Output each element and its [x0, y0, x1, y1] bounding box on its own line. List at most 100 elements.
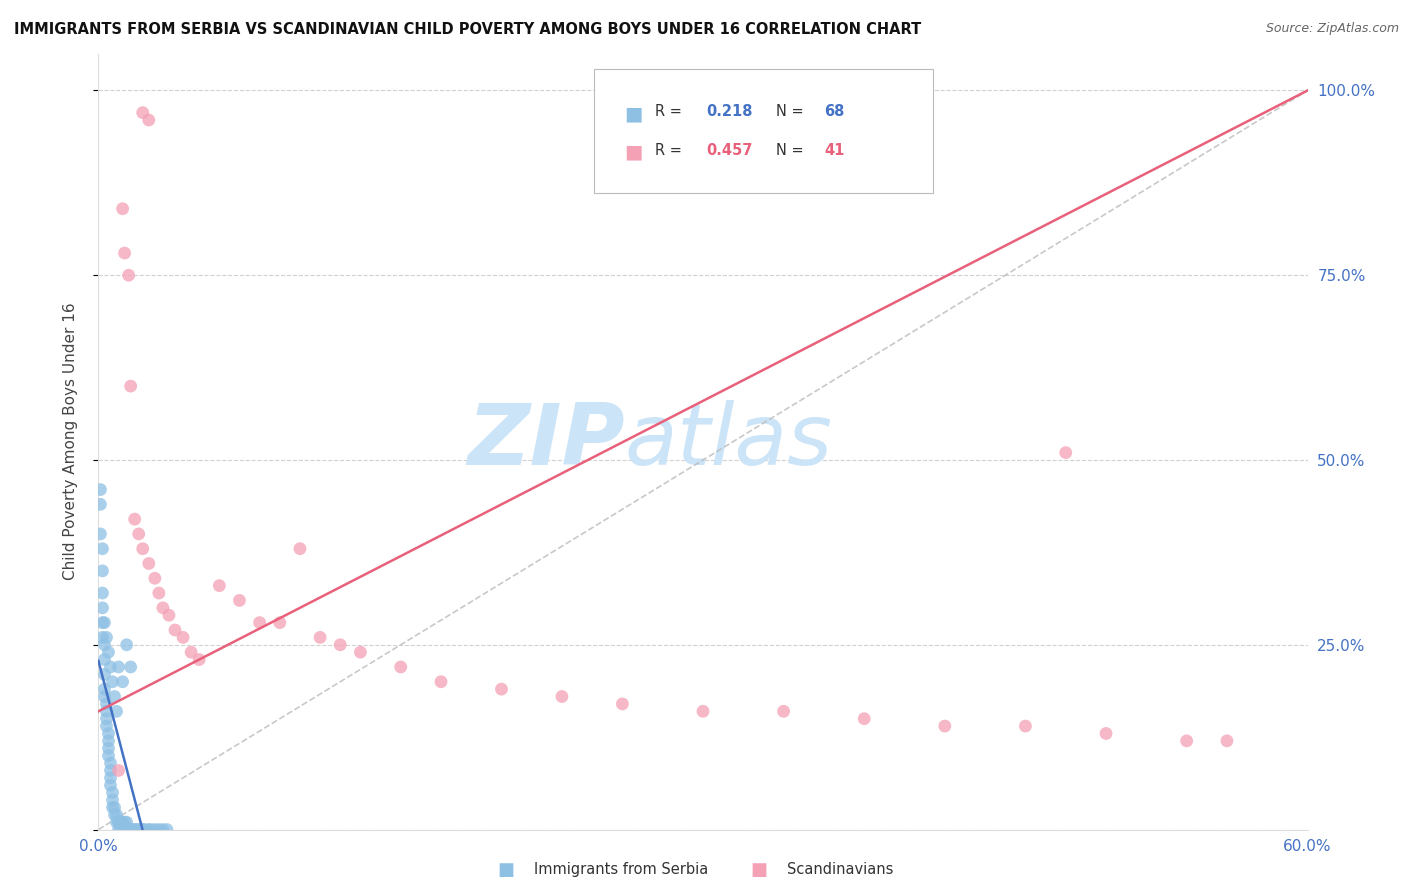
Point	[100, 660, 122, 674]
Point	[93, 682, 115, 697]
FancyBboxPatch shape	[595, 69, 932, 194]
Text: Scandinavians: Scandinavians	[787, 863, 894, 877]
Point	[132, 105, 155, 120]
Point	[100, 764, 122, 778]
Point	[96, 719, 118, 733]
Point	[118, 268, 141, 283]
Point	[139, 822, 162, 837]
Point	[288, 541, 311, 556]
Point	[91, 586, 114, 600]
Text: Source: ZipAtlas.com: Source: ZipAtlas.com	[1265, 22, 1399, 36]
Point	[121, 822, 143, 837]
Point	[96, 697, 118, 711]
Point	[124, 512, 146, 526]
Point	[91, 541, 114, 556]
Point	[114, 815, 136, 830]
Point	[111, 815, 134, 830]
Point	[309, 631, 332, 645]
Point	[612, 697, 634, 711]
Point	[100, 771, 122, 785]
Point	[125, 822, 148, 837]
Point	[156, 822, 179, 837]
Point	[93, 652, 115, 666]
Point	[138, 822, 160, 837]
Point	[120, 822, 142, 837]
Point	[143, 822, 166, 837]
Point	[96, 712, 118, 726]
Point	[172, 631, 194, 645]
Point	[110, 822, 132, 837]
Point	[188, 652, 211, 666]
Point	[97, 726, 120, 740]
Point	[89, 497, 111, 511]
Point	[91, 615, 114, 630]
Point	[430, 674, 453, 689]
Point	[97, 734, 120, 748]
Point	[138, 557, 160, 571]
Text: N =: N =	[776, 104, 808, 119]
Text: atlas: atlas	[624, 400, 832, 483]
Point	[1216, 734, 1239, 748]
Point	[152, 822, 174, 837]
Point	[96, 704, 118, 718]
Point	[97, 741, 120, 756]
Point	[103, 690, 125, 704]
Point	[132, 541, 155, 556]
Point	[107, 822, 129, 837]
Text: ■: ■	[498, 861, 515, 879]
Point	[97, 645, 120, 659]
Point	[163, 623, 186, 637]
Point	[249, 615, 271, 630]
Point	[180, 645, 202, 659]
Text: 0.218: 0.218	[707, 104, 754, 119]
Point	[120, 379, 142, 393]
Text: ■: ■	[751, 861, 768, 879]
Point	[853, 712, 876, 726]
Point	[269, 615, 291, 630]
Point	[692, 704, 714, 718]
Point	[138, 113, 160, 128]
Point	[772, 704, 794, 718]
Point	[128, 527, 150, 541]
Text: 0.457: 0.457	[707, 143, 754, 158]
Point	[110, 815, 132, 830]
Point	[103, 800, 125, 814]
Point	[111, 674, 134, 689]
Point	[389, 660, 412, 674]
Point	[105, 815, 128, 830]
Point	[120, 660, 142, 674]
Point	[118, 822, 141, 837]
Point	[132, 822, 155, 837]
Text: Immigrants from Serbia: Immigrants from Serbia	[534, 863, 709, 877]
Point	[93, 638, 115, 652]
Point	[1175, 734, 1198, 748]
Point	[89, 483, 111, 497]
Point	[107, 815, 129, 830]
Point	[152, 600, 174, 615]
Point	[934, 719, 956, 733]
Point	[107, 764, 129, 778]
Point	[128, 822, 150, 837]
Point	[96, 631, 118, 645]
Point	[115, 638, 138, 652]
Point	[114, 246, 136, 260]
Point	[1014, 719, 1036, 733]
Point	[91, 600, 114, 615]
Point	[111, 202, 134, 216]
Point	[208, 579, 231, 593]
Point	[101, 786, 124, 800]
Point	[115, 822, 138, 837]
Point	[89, 527, 111, 541]
Point	[103, 807, 125, 822]
Point	[93, 667, 115, 681]
Text: 68: 68	[824, 104, 844, 119]
Point	[329, 638, 352, 652]
Text: N =: N =	[776, 143, 808, 158]
Text: ZIP: ZIP	[467, 400, 624, 483]
Point	[143, 571, 166, 585]
Point	[551, 690, 574, 704]
Point	[91, 631, 114, 645]
Point	[349, 645, 371, 659]
Point	[107, 815, 129, 830]
Point	[157, 608, 180, 623]
